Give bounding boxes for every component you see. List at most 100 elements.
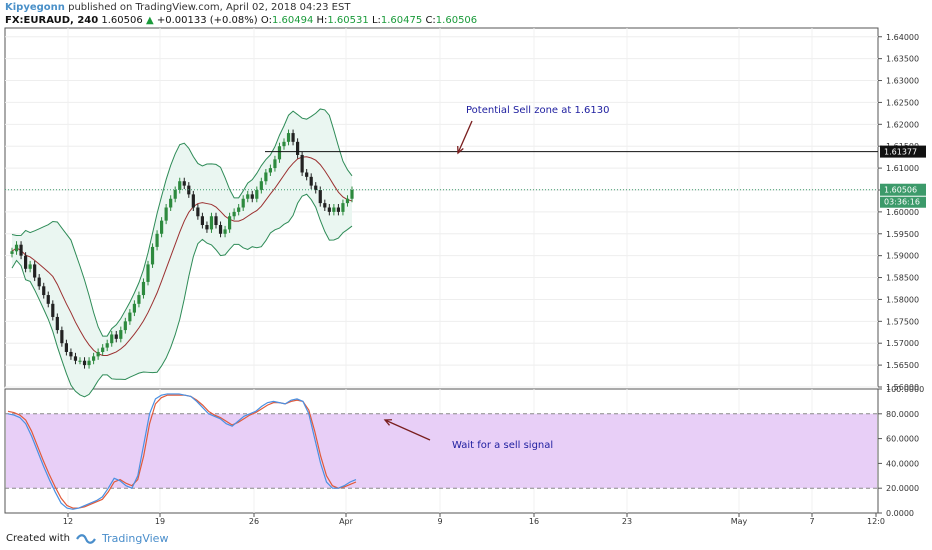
candle-body[interactable] (33, 264, 37, 278)
candle-body[interactable] (232, 211, 236, 217)
candle-body[interactable] (87, 360, 91, 366)
candle-body[interactable] (42, 286, 46, 296)
time-tick-label: 12:0 (867, 517, 885, 526)
candle-body[interactable] (268, 168, 272, 173)
candle-body[interactable] (164, 207, 168, 221)
candle-body[interactable] (327, 207, 331, 212)
candle-body[interactable] (241, 198, 245, 208)
candle-body[interactable] (305, 172, 309, 177)
candle-body[interactable] (296, 141, 300, 155)
candle-body[interactable] (182, 181, 186, 186)
chart-axes: 1.640001.635001.630001.625001.620001.615… (63, 33, 926, 526)
candle-body[interactable] (160, 220, 164, 234)
candle-body[interactable] (37, 277, 41, 287)
time-tick-label: 26 (249, 517, 259, 526)
candle-body[interactable] (237, 207, 241, 212)
candle-body[interactable] (314, 185, 318, 190)
candle-body[interactable] (146, 264, 150, 282)
candle-body[interactable] (218, 225, 223, 234)
candle-body[interactable] (318, 189, 322, 204)
candle-body[interactable] (28, 264, 32, 269)
candle-body[interactable] (214, 216, 218, 226)
candle-body[interactable] (169, 198, 173, 208)
candle-body[interactable] (250, 194, 254, 199)
candle-body[interactable] (10, 251, 14, 254)
candle-body[interactable] (141, 281, 146, 296)
candle-body[interactable] (286, 133, 291, 142)
wait-signal-annotation[interactable]: Wait for a sell signal (452, 440, 553, 451)
candle-body[interactable] (114, 334, 118, 339)
candle-body[interactable] (332, 207, 336, 212)
candle-body[interactable] (69, 351, 73, 357)
candle-body[interactable] (60, 330, 64, 344)
stochastic-pane[interactable] (5, 393, 878, 510)
osc-tick-label: 100.0000 (886, 385, 924, 394)
candle-body[interactable] (82, 360, 87, 366)
candle-body[interactable] (223, 229, 227, 234)
time-tick-label: 12 (63, 517, 73, 526)
candle-body[interactable] (128, 312, 132, 322)
candle-body[interactable] (64, 343, 68, 352)
candle-body[interactable] (323, 203, 327, 208)
candle-body[interactable] (105, 343, 109, 348)
stoch-k-line[interactable] (7, 393, 357, 510)
published-text: published on TradingView.com, April 02, … (68, 2, 351, 13)
candle-body[interactable] (178, 181, 182, 190)
candle-body[interactable] (73, 356, 78, 361)
candle-body[interactable] (259, 181, 263, 190)
candle-body[interactable] (92, 356, 96, 361)
candle-body[interactable] (255, 189, 259, 199)
candle-body[interactable] (14, 244, 19, 252)
candle-body[interactable] (341, 203, 345, 212)
candle-body[interactable] (137, 295, 141, 304)
tradingview-brand-link[interactable]: TradingView (101, 532, 169, 545)
time-tick-label: 19 (155, 517, 165, 526)
candle-body[interactable] (155, 233, 159, 247)
candle-body[interactable] (246, 194, 250, 199)
candle-body[interactable] (277, 146, 282, 160)
candle-body[interactable] (336, 207, 340, 212)
price-tick-label: 1.63000 (886, 77, 919, 86)
candle-body[interactable] (119, 330, 123, 339)
candle-body[interactable] (24, 255, 28, 269)
candle-body[interactable] (196, 207, 200, 217)
candle-body[interactable] (132, 303, 136, 313)
candle-body[interactable] (300, 154, 304, 173)
candle-body[interactable] (101, 347, 105, 352)
candle-body[interactable] (150, 246, 155, 265)
candle-body[interactable] (309, 176, 313, 186)
candle-body[interactable] (273, 159, 277, 169)
candle-body[interactable] (228, 216, 232, 230)
candle-body[interactable] (350, 189, 354, 199)
low-value: 1.60475 (380, 15, 423, 26)
price-pane[interactable] (5, 108, 878, 398)
osc-tick-label: 0.0000 (886, 509, 914, 518)
overbought-oversold-zone (6, 413, 877, 489)
symbol-label: FX:EURAUD, 240 (5, 15, 99, 26)
open-label: O: (260, 15, 272, 26)
candle-body[interactable] (200, 216, 204, 226)
candle-body[interactable] (123, 321, 127, 331)
candle-body[interactable] (205, 225, 209, 230)
time-tick-label: 7 (809, 517, 814, 526)
candle-body[interactable] (191, 194, 195, 208)
candle-body[interactable] (51, 303, 55, 317)
candle-body[interactable] (55, 316, 59, 331)
candle-body[interactable] (173, 189, 177, 199)
candle-body[interactable] (282, 141, 286, 147)
candle-body[interactable] (264, 172, 268, 182)
candle-body[interactable] (96, 351, 100, 357)
author-name[interactable]: Kipyegonn (5, 2, 65, 13)
candle-body[interactable] (19, 244, 23, 256)
bollinger-lower-line (11, 193, 353, 398)
candle-body[interactable] (291, 133, 295, 142)
stoch-d-line[interactable] (7, 394, 357, 509)
candle-body[interactable] (209, 216, 214, 230)
candle-body[interactable] (46, 295, 50, 304)
sell-zone-annotation[interactable]: Potential Sell zone at 1.6130 (466, 105, 609, 116)
candle-body[interactable] (110, 334, 114, 344)
open-value: 1.60494 (271, 15, 314, 26)
candle-body[interactable] (345, 198, 350, 204)
candle-body[interactable] (78, 360, 82, 362)
